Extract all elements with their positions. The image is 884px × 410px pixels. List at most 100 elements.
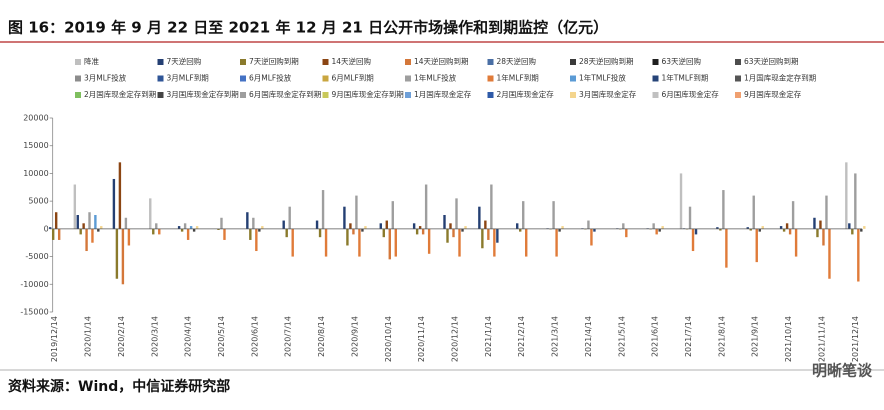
x-tick-label: 2021/4/14 [584,316,593,357]
y-tick-label: -10000 [20,280,48,289]
legend-label: 1年TMLF到期 [662,73,709,83]
legend-label: 6月国库现金定存到期 [249,89,321,99]
bar [625,228,628,238]
bar [755,228,758,263]
bar [493,228,496,257]
bar [558,228,561,232]
bar [189,226,193,229]
bar [661,226,664,229]
legend-label: 28天逆回购 [497,56,537,66]
bar [186,228,190,240]
bar [51,228,55,240]
bar [382,228,385,238]
bar [655,228,658,235]
legend-label: 2月国库现金定存 [497,89,555,99]
x-tick-label: 2020/4/14 [184,316,193,357]
legend-label: 3月国库现金定存到期 [167,89,239,99]
bar [48,227,52,229]
bar [115,228,119,279]
x-tick-label: 2021/9/14 [751,316,760,357]
bar [285,228,288,238]
bar [478,206,481,229]
legend-swatch [487,75,494,82]
x-tick-label: 2021/5/14 [617,316,626,357]
legend-label: 14天逆回购 [332,56,372,66]
legend-label: 9月国库现金定存到期 [332,89,404,99]
bar [845,162,848,229]
y-tick-label: 0 [44,224,49,233]
bar [54,212,58,229]
x-tick-label: 2021/11/14 [817,316,826,362]
bar [192,228,196,232]
bar [388,228,391,260]
bar [458,228,461,257]
legend-swatch [405,75,411,82]
x-tick-label: 2021/10/14 [784,316,793,362]
bar [73,184,77,229]
bar [443,215,446,229]
bar [127,228,131,246]
legend-swatch [570,59,576,65]
x-tick-label: 2021/7/14 [684,316,693,357]
legend-label: 6月MLF投放 [249,73,292,83]
bar [158,228,161,235]
bar [694,228,698,235]
legend-swatch [652,59,659,65]
legend-label: 14天逆回购到期 [414,56,469,66]
x-tick-label: 2020/7/14 [284,316,293,357]
bar [177,226,181,229]
bar [82,223,85,229]
bar [552,201,555,229]
bar [487,228,490,240]
bar [791,201,795,229]
bar [180,228,184,232]
bar [361,228,364,232]
legend-swatch [570,75,576,82]
bar [318,228,322,238]
x-tick-label: 2021/12/14 [851,316,860,362]
legend-swatch [240,75,246,82]
x-tick-label: 2020/11/14 [417,316,426,362]
bar [121,228,125,285]
bar [828,228,831,279]
bar [719,228,722,231]
bar [794,228,798,257]
bar [857,228,860,282]
x-tick-label: 2020/6/14 [250,316,259,357]
x-tick-label: 2021/3/14 [551,316,560,357]
bar [449,223,452,229]
bar [446,228,449,243]
bar [223,228,226,240]
bar [291,228,294,257]
bar [522,201,525,229]
bar [490,184,493,229]
bar [321,190,325,229]
source: 资料来源：Wind，中信证券研究部 [8,378,230,395]
bar [246,212,249,229]
legend-swatch [240,92,246,98]
bar [418,226,422,229]
legend-label: 9月国库现金定存 [744,89,802,99]
bar [863,226,866,229]
bar [391,201,394,229]
bar [343,206,346,229]
x-tick-label: 2020/12/14 [451,316,460,362]
bar [249,228,252,240]
legend-label: 3月国库现金定存 [579,89,637,99]
bar [94,215,97,229]
bar [561,226,564,229]
legend-label: 7天逆回购 [167,56,202,66]
legend-swatch [405,92,411,98]
bar [722,190,725,229]
y-tick-label: 20000 [23,114,48,123]
bar [288,206,291,229]
bar [525,228,528,257]
legend-label: 3月MLF投放 [84,73,127,83]
legend-swatch [652,92,659,98]
bar [427,228,431,254]
bar [746,227,749,229]
bar [112,178,116,229]
bar [349,223,352,229]
legend-label: 1月国库现金定存到期 [744,73,816,83]
